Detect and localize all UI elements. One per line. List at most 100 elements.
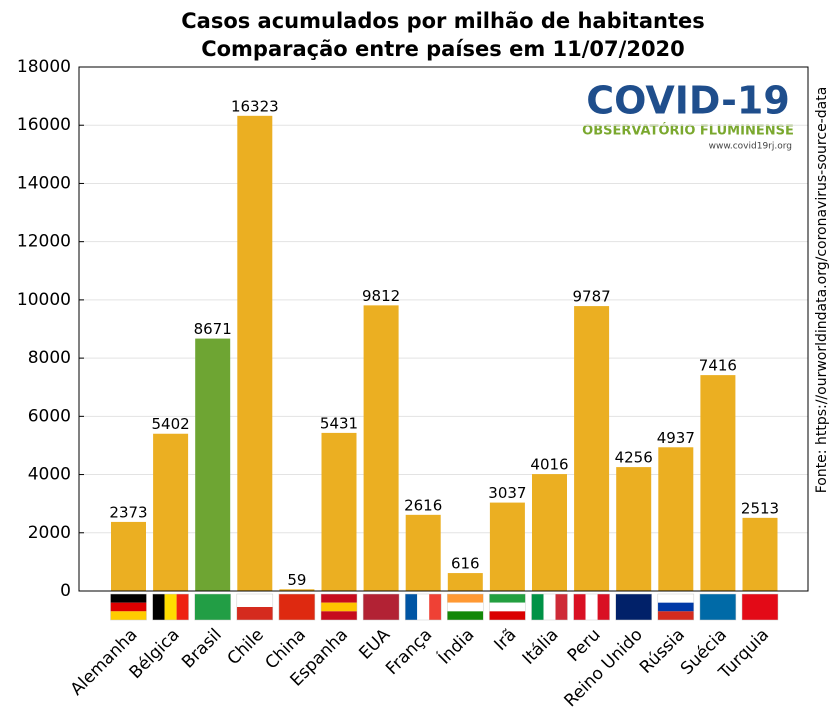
value-label: 616 — [451, 555, 480, 573]
value-label: 5431 — [320, 414, 358, 432]
flag — [404, 593, 442, 621]
chart-title: Comparação entre países em 11/07/2020 — [201, 37, 685, 61]
y-tick-label: 6000 — [28, 406, 71, 426]
flag-part — [429, 594, 442, 620]
flag-part — [585, 594, 598, 620]
flag — [699, 593, 737, 621]
value-label: 59 — [287, 571, 306, 589]
value-label: 3037 — [488, 484, 526, 502]
flag-part — [742, 594, 778, 620]
flag-part — [321, 594, 357, 603]
flag-part — [699, 594, 736, 620]
flag-part — [152, 594, 165, 620]
x-tick-label: França — [382, 625, 436, 679]
flag-part — [110, 602, 147, 612]
flag-part — [489, 602, 526, 612]
flag-part — [417, 594, 430, 620]
x-tick-label: Irã — [490, 625, 520, 655]
flag-border — [236, 593, 274, 621]
logo-subtitle: OBSERVATÓRIO FLUMINENSE — [582, 123, 794, 139]
bar — [153, 433, 189, 591]
value-label: 5402 — [152, 415, 190, 433]
x-tick-label: Chile — [224, 625, 268, 669]
value-label: 4016 — [530, 456, 568, 474]
value-label: 9812 — [362, 287, 400, 305]
flag-part — [363, 594, 400, 620]
x-tick-label: Brasil — [178, 625, 226, 673]
bar — [532, 474, 567, 591]
flag-part — [657, 594, 694, 603]
flag-part — [447, 611, 484, 620]
bar — [111, 521, 146, 591]
value-label: 4937 — [657, 429, 695, 447]
y-tick-label: 14000 — [17, 173, 71, 193]
bar — [700, 375, 736, 591]
bar — [321, 432, 357, 591]
flag-part — [236, 594, 273, 607]
flag — [236, 593, 274, 621]
flag-part — [489, 594, 526, 603]
value-label: 2513 — [741, 499, 779, 517]
flag-border — [573, 593, 610, 621]
flag-part — [110, 594, 147, 603]
flag-part — [555, 594, 568, 620]
flag — [615, 593, 652, 621]
flag-part — [447, 594, 484, 603]
bar — [405, 514, 441, 591]
flag-border — [531, 593, 568, 621]
y-tick-label: 10000 — [17, 290, 71, 310]
flag-part — [615, 594, 652, 620]
flag-part — [543, 594, 556, 620]
value-label: 16323 — [231, 97, 279, 115]
value-label: 8671 — [194, 320, 232, 338]
flag — [657, 593, 695, 621]
y-tick-label: 4000 — [28, 465, 71, 485]
flag-part — [573, 594, 586, 620]
flag-border — [615, 593, 652, 621]
flag-part — [489, 611, 526, 620]
flag-border — [110, 593, 147, 621]
x-tick-label: Alemanha — [67, 625, 142, 700]
y-tick-label: 0 — [60, 581, 71, 601]
flag — [489, 593, 526, 621]
flag-part — [447, 602, 484, 612]
y-tick-label: 16000 — [17, 115, 71, 135]
source-note: Fonte: https://ourworldindata.org/corona… — [814, 87, 829, 494]
flag-part — [405, 594, 418, 620]
bar — [616, 467, 652, 591]
bar — [447, 573, 483, 591]
flag-border — [362, 593, 400, 621]
flag-border — [489, 593, 526, 621]
bar — [237, 115, 273, 591]
flag-part — [110, 611, 147, 620]
flag-border — [699, 593, 737, 621]
bar — [574, 306, 610, 591]
logo-title: COVID-19 — [586, 79, 790, 123]
flag-border — [741, 593, 779, 621]
value-label: 2373 — [109, 503, 147, 521]
flag-border — [278, 593, 316, 621]
x-tick-label: Reino Unido — [561, 625, 647, 709]
flag-border — [447, 593, 484, 621]
y-tick-label: 2000 — [28, 523, 71, 543]
flag — [152, 593, 189, 621]
y-tick-label: 18000 — [17, 57, 71, 77]
value-label: 9787 — [573, 288, 611, 306]
x-tick-label: Índia — [433, 624, 478, 669]
flag — [573, 593, 610, 621]
flag-part — [597, 594, 610, 620]
logo-url: www.covid19rj.org — [709, 142, 792, 152]
flag-border — [657, 593, 695, 621]
y-tick-label: 8000 — [28, 348, 71, 368]
flag — [110, 593, 147, 621]
value-label: 4256 — [615, 449, 653, 467]
flag-border — [404, 593, 442, 621]
flag-part — [321, 602, 357, 612]
x-tick-label: Itália — [519, 625, 563, 669]
bar — [279, 589, 315, 591]
flag — [447, 593, 484, 621]
flag-part — [278, 594, 315, 620]
y-tick-label: 12000 — [17, 232, 71, 252]
